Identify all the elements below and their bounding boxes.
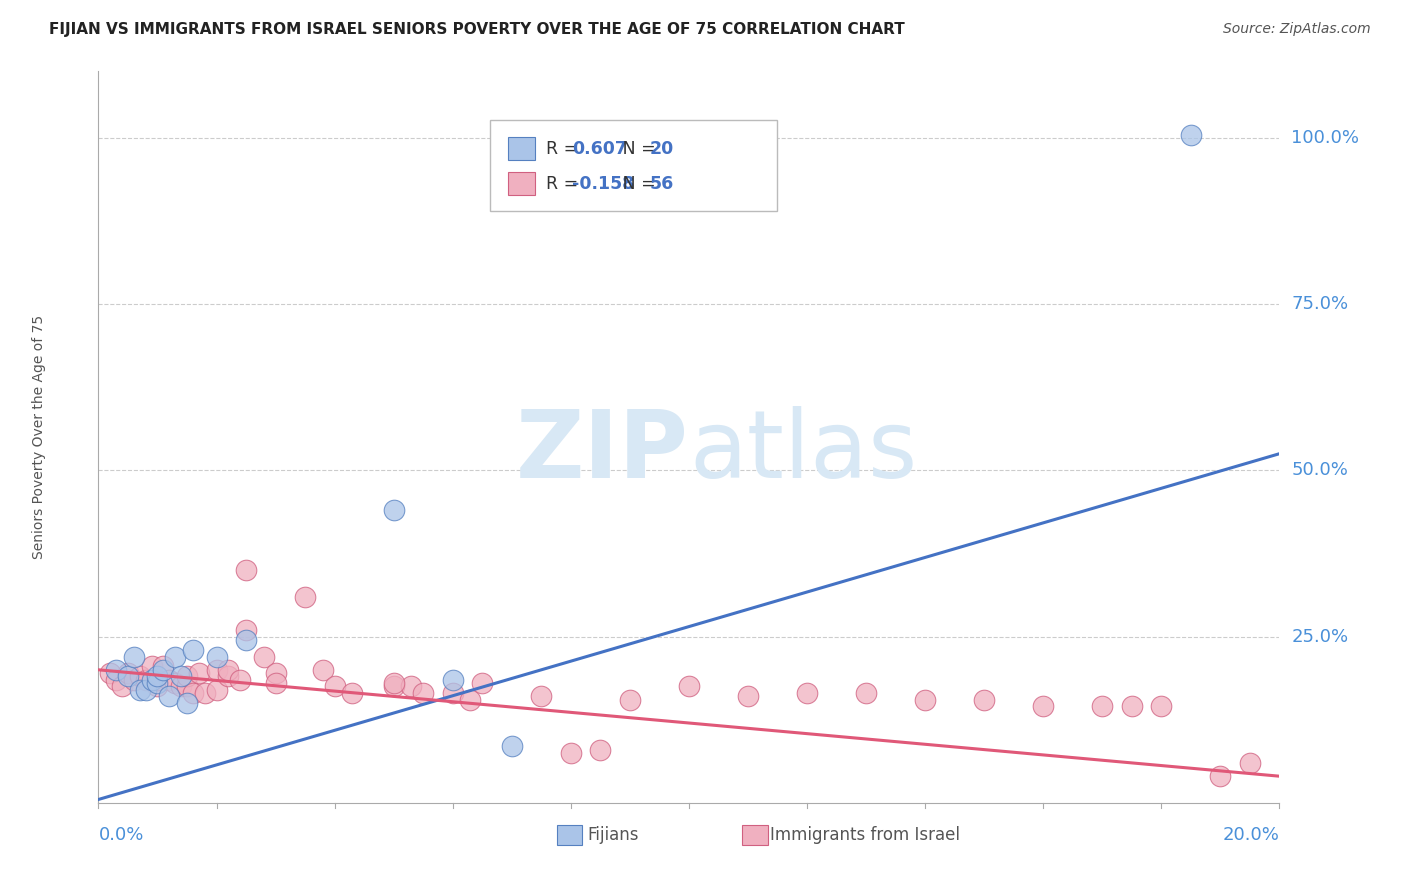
Point [401,680,423,694]
Point [264,666,287,681]
Point [217,663,239,677]
Point [146,676,169,690]
Point [235,563,257,577]
Point [294,590,316,604]
Point [128,682,150,697]
Point [737,690,759,704]
Point [117,669,139,683]
Text: Fijians: Fijians [588,826,640,844]
Text: 20: 20 [650,140,673,158]
Point [205,649,228,664]
Point [312,663,335,677]
Text: N =: N = [606,175,661,193]
Point [157,690,180,704]
Point [128,669,150,683]
Point [441,686,464,700]
Text: atlas: atlas [689,406,917,498]
Text: 20.0%: 20.0% [1223,826,1279,844]
Point [1180,128,1202,142]
Point [111,680,134,694]
Point [382,503,405,517]
Point [176,696,198,710]
Point [264,676,287,690]
Text: 25.0%: 25.0% [1291,628,1348,646]
Point [460,692,482,706]
Text: N =: N = [606,140,661,158]
Point [146,669,169,683]
Point [973,692,995,706]
Text: Immigrants from Israel: Immigrants from Israel [769,826,960,844]
Point [176,669,198,683]
Point [1209,769,1232,783]
Text: ZIP: ZIP [516,406,689,498]
Point [170,669,193,683]
Point [141,673,163,687]
Text: 0.607: 0.607 [572,140,627,158]
Point [152,663,174,677]
Point [122,649,145,664]
Point [1032,699,1054,714]
Point [1091,699,1114,714]
Point [170,680,193,694]
Point [105,673,128,687]
Point [501,739,523,754]
Point [382,676,405,690]
Point [205,663,228,677]
Point [157,673,180,687]
Point [194,686,217,700]
Point [855,686,877,700]
Point [678,680,700,694]
Text: -0.158: -0.158 [572,175,634,193]
Point [146,680,169,694]
Point [165,649,187,664]
Text: 56: 56 [650,175,673,193]
Point [253,649,276,664]
Point [530,690,553,704]
Point [181,686,204,700]
Point [141,659,163,673]
Point [152,659,174,673]
Point [412,686,434,700]
Point [187,666,209,681]
Text: Source: ZipAtlas.com: Source: ZipAtlas.com [1223,22,1371,37]
Point [471,676,494,690]
Point [205,682,228,697]
Point [560,746,582,760]
Text: FIJIAN VS IMMIGRANTS FROM ISRAEL SENIORS POVERTY OVER THE AGE OF 75 CORRELATION : FIJIAN VS IMMIGRANTS FROM ISRAEL SENIORS… [49,22,905,37]
Point [105,663,128,677]
Text: 50.0%: 50.0% [1291,461,1348,479]
Text: R =: R = [546,140,583,158]
Point [98,666,121,681]
Point [382,680,405,694]
Text: Seniors Poverty Over the Age of 75: Seniors Poverty Over the Age of 75 [32,315,46,559]
Point [796,686,818,700]
Text: R =: R = [546,175,583,193]
Point [1239,756,1261,770]
Point [342,686,364,700]
Text: 75.0%: 75.0% [1291,295,1348,313]
Point [914,692,936,706]
Point [235,632,257,647]
Point [135,673,157,687]
Point [229,673,252,687]
Point [441,673,464,687]
Point [323,680,346,694]
Point [619,692,641,706]
Text: 100.0%: 100.0% [1291,128,1360,147]
Point [217,669,239,683]
Text: 0.0%: 0.0% [98,826,143,844]
Point [135,682,157,697]
Point [181,643,204,657]
Point [165,676,187,690]
Point [1150,699,1173,714]
Point [146,673,169,687]
Point [117,666,139,681]
Point [122,673,145,687]
Point [589,742,612,756]
Point [176,680,198,694]
Point [235,623,257,637]
Point [1121,699,1143,714]
